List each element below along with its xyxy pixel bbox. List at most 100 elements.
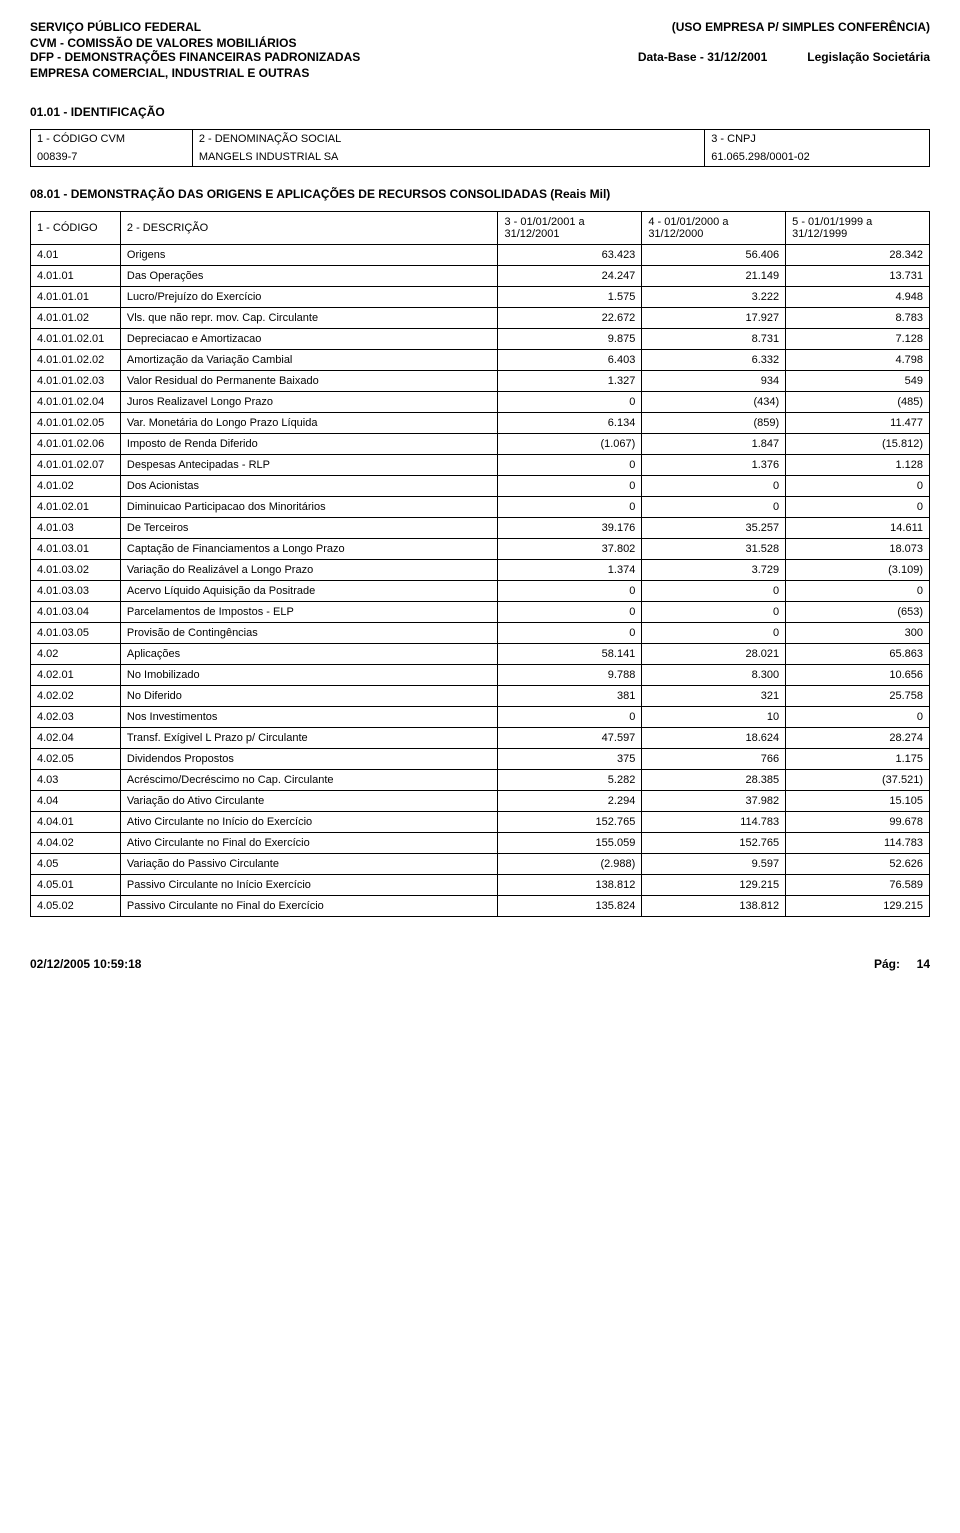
cell-v3: 18.073 — [786, 539, 930, 560]
cell-code: 4.01.02.01 — [31, 497, 121, 518]
table-row: 4.01.01.02.05Var. Monetária do Longo Pra… — [31, 413, 930, 434]
table-row: 4.02.02No Diferido38132125.758 — [31, 686, 930, 707]
cell-code: 4.01.01.02.01 — [31, 329, 121, 350]
cell-code: 4.05 — [31, 854, 121, 875]
table-row: 4.01.02.01Diminuicao Participacao dos Mi… — [31, 497, 930, 518]
cell-v3: 28.274 — [786, 728, 930, 749]
ident-col2-label: 2 - DENOMINAÇÃO SOCIAL — [192, 130, 704, 149]
cell-code: 4.02.02 — [31, 686, 121, 707]
cell-v2: 28.385 — [642, 770, 786, 791]
cell-v2: 321 — [642, 686, 786, 707]
cell-v2: 21.149 — [642, 266, 786, 287]
table-row: 4.01.01.02.01Depreciacao e Amortizacao9.… — [31, 329, 930, 350]
cell-v2: 934 — [642, 371, 786, 392]
cell-v1: 0 — [498, 455, 642, 476]
cell-v2: 10 — [642, 707, 786, 728]
cell-v3: 14.611 — [786, 518, 930, 539]
cell-code: 4.04.01 — [31, 812, 121, 833]
cell-v2: 1.847 — [642, 434, 786, 455]
cell-v3: (15.812) — [786, 434, 930, 455]
table-row: 4.01.02Dos Acionistas000 — [31, 476, 930, 497]
header-line-4: EMPRESA COMERCIAL, INDUSTRIAL E OUTRAS — [30, 66, 930, 80]
table-row: 4.02Aplicações58.14128.02165.863 — [31, 644, 930, 665]
cell-desc: Das Operações — [120, 266, 498, 287]
table-row: 4.02.04Transf. Exígivel L Prazo p/ Circu… — [31, 728, 930, 749]
cell-desc: No Diferido — [120, 686, 498, 707]
cell-v1: 138.812 — [498, 875, 642, 896]
cell-v3: 11.477 — [786, 413, 930, 434]
cell-v2: 0 — [642, 497, 786, 518]
cell-v1: 9.788 — [498, 665, 642, 686]
cell-desc: No Imobilizado — [120, 665, 498, 686]
cell-v3: (653) — [786, 602, 930, 623]
cell-v2: 31.528 — [642, 539, 786, 560]
header-line-2: CVM - COMISSÃO DE VALORES MOBILIÁRIOS — [30, 36, 930, 50]
cell-v1: 9.875 — [498, 329, 642, 350]
cell-code: 4.01.01.02.07 — [31, 455, 121, 476]
cell-code: 4.05.02 — [31, 896, 121, 917]
cell-code: 4.03 — [31, 770, 121, 791]
cell-desc: Variação do Realizável a Longo Prazo — [120, 560, 498, 581]
cell-v2: 3.222 — [642, 287, 786, 308]
table-row: 4.02.05Dividendos Propostos3757661.175 — [31, 749, 930, 770]
cell-code: 4.04 — [31, 791, 121, 812]
cell-v2: 0 — [642, 602, 786, 623]
cell-v1: 22.672 — [498, 308, 642, 329]
ident-col2-value: MANGELS INDUSTRIAL SA — [192, 148, 704, 167]
cell-v2: (859) — [642, 413, 786, 434]
cell-v3: 549 — [786, 371, 930, 392]
cell-v1: 1.374 — [498, 560, 642, 581]
cell-v1: 24.247 — [498, 266, 642, 287]
cell-code: 4.01 — [31, 245, 121, 266]
identificacao-title: 01.01 - IDENTIFICAÇÃO — [30, 105, 930, 119]
cell-v1: 375 — [498, 749, 642, 770]
header-right-3: Legislação Societária — [807, 50, 930, 64]
cell-v3: 13.731 — [786, 266, 930, 287]
ident-col1-label: 1 - CÓDIGO CVM — [31, 130, 193, 149]
footer-timestamp: 02/12/2005 10:59:18 — [30, 957, 141, 971]
cell-desc: Diminuicao Participacao dos Minoritários — [120, 497, 498, 518]
cell-code: 4.01.03.04 — [31, 602, 121, 623]
cell-v2: 37.982 — [642, 791, 786, 812]
cell-code: 4.01.03.05 — [31, 623, 121, 644]
cell-code: 4.04.02 — [31, 833, 121, 854]
cell-desc: Acréscimo/Decréscimo no Cap. Circulante — [120, 770, 498, 791]
ident-col3-value: 61.065.298/0001-02 — [705, 148, 930, 167]
cell-v2: 138.812 — [642, 896, 786, 917]
cell-v1: 155.059 — [498, 833, 642, 854]
subtitle: 08.01 - DEMONSTRAÇÃO DAS ORIGENS E APLIC… — [30, 187, 930, 201]
cell-v3: 7.128 — [786, 329, 930, 350]
cell-v1: 1.327 — [498, 371, 642, 392]
cell-desc: Origens — [120, 245, 498, 266]
col-header-v1: 3 - 01/01/2001 a 31/12/2001 — [498, 212, 642, 245]
cell-desc: Imposto de Renda Diferido — [120, 434, 498, 455]
cell-v2: 18.624 — [642, 728, 786, 749]
table-row: 4.01.01Das Operações24.24721.14913.731 — [31, 266, 930, 287]
table-row: 4.01.03.01Captação de Financiamentos a L… — [31, 539, 930, 560]
cell-code: 4.01.03.01 — [31, 539, 121, 560]
cell-v2: 9.597 — [642, 854, 786, 875]
table-row: 4.05.02Passivo Circulante no Final do Ex… — [31, 896, 930, 917]
table-row: 4.01.01.02.02Amortização da Variação Cam… — [31, 350, 930, 371]
cell-v2: (434) — [642, 392, 786, 413]
table-row: 4.02.03Nos Investimentos0100 — [31, 707, 930, 728]
header-row-3: DFP - DEMONSTRAÇÕES FINANCEIRAS PADRONIZ… — [30, 50, 930, 64]
col-header-v3: 5 - 01/01/1999 a 31/12/1999 — [786, 212, 930, 245]
cell-code: 4.02.05 — [31, 749, 121, 770]
cell-code: 4.01.01.02 — [31, 308, 121, 329]
cell-code: 4.01.03.03 — [31, 581, 121, 602]
cell-v2: 0 — [642, 476, 786, 497]
col-header-v2: 4 - 01/01/2000 a 31/12/2000 — [642, 212, 786, 245]
cell-desc: Passivo Circulante no Início Exercício — [120, 875, 498, 896]
table-row: 4.01.01.02Vls. que não repr. mov. Cap. C… — [31, 308, 930, 329]
table-row: 4.01.03.05Provisão de Contingências00300 — [31, 623, 930, 644]
cell-v1: (1.067) — [498, 434, 642, 455]
footer-page-label: Pág: — [874, 957, 900, 971]
cell-v3: 25.758 — [786, 686, 930, 707]
header-right-1: (USO EMPRESA P/ SIMPLES CONFERÊNCIA) — [672, 20, 930, 34]
footer: 02/12/2005 10:59:18 Pág: 14 — [30, 957, 930, 971]
table-row: 4.01.03.02Variação do Realizável a Longo… — [31, 560, 930, 581]
table-row: 4.04Variação do Ativo Circulante2.29437.… — [31, 791, 930, 812]
cell-v2: 56.406 — [642, 245, 786, 266]
cell-v3: 76.589 — [786, 875, 930, 896]
